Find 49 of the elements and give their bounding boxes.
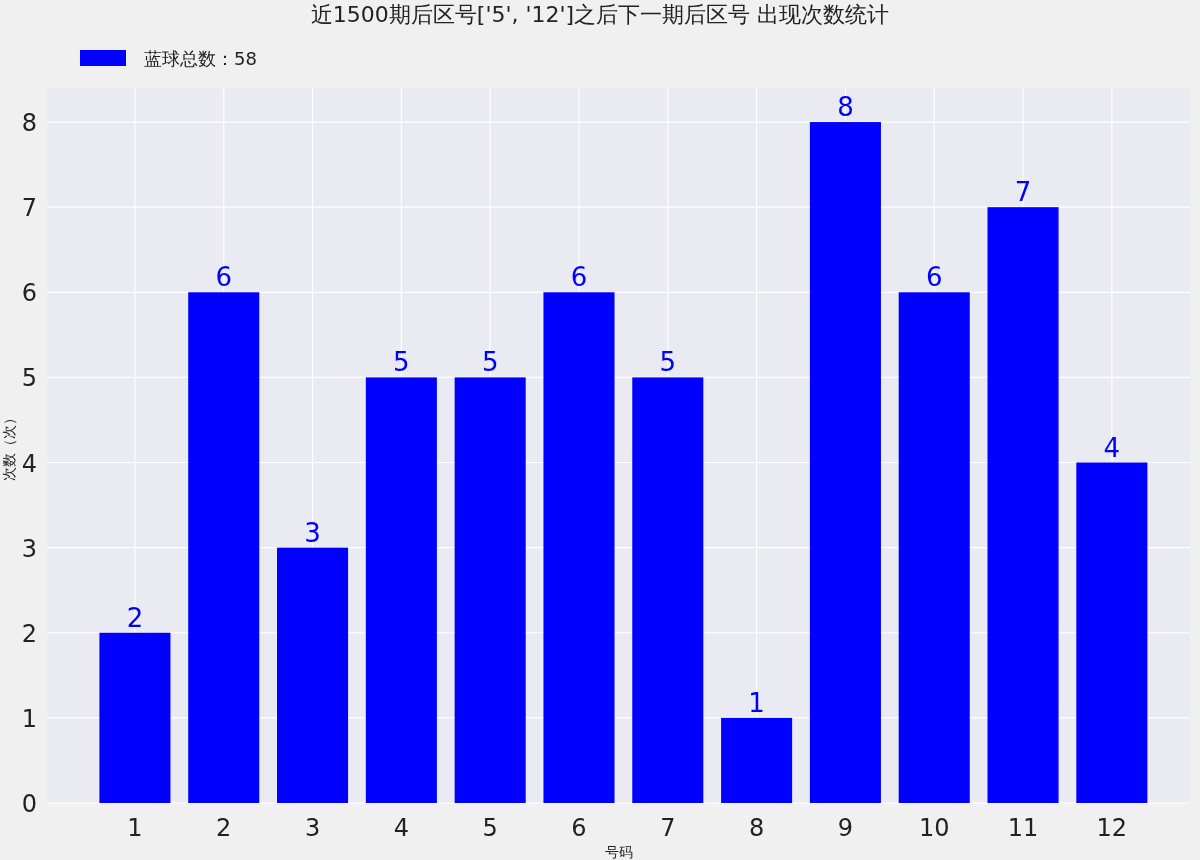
data-label: 6	[215, 262, 233, 293]
data-label: 5	[659, 347, 677, 378]
y-tick-label: 1	[21, 704, 37, 733]
y-tick-label: 6	[21, 279, 37, 308]
y-tick-label: 4	[21, 449, 37, 478]
legend-label: 蓝球总数：58	[144, 48, 257, 69]
bar	[365, 377, 437, 803]
data-label: 3	[304, 517, 321, 548]
data-label: 8	[837, 92, 854, 123]
x-tick-label: 5	[482, 814, 498, 842]
bar	[188, 292, 260, 803]
data-label: 5	[481, 347, 499, 378]
bar	[898, 292, 970, 803]
bar	[543, 292, 615, 803]
y-axis-title: 次数（次）	[1, 410, 17, 481]
data-label: 1	[748, 687, 765, 718]
x-tick-label: 6	[571, 814, 587, 842]
x-tick-label: 11	[1007, 814, 1039, 842]
y-tick-label: 7	[21, 194, 37, 223]
x-tick-label: 4	[393, 814, 409, 842]
x-tick-label: 9	[837, 814, 854, 842]
data-label: 7	[1014, 177, 1032, 208]
y-tick-label: 5	[21, 364, 37, 393]
bar	[987, 207, 1059, 803]
data-label: 2	[126, 602, 144, 633]
x-tick-label: 3	[304, 814, 321, 842]
y-tick-label: 3	[21, 534, 37, 563]
x-tick-label: 7	[660, 814, 676, 842]
bar	[809, 122, 881, 803]
chart-title: 近1500期后区号['5', '12']之后下一期后区号 出现次数统计	[310, 2, 890, 27]
x-tick-label: 10	[918, 814, 950, 842]
x-tick-label: 12	[1096, 814, 1128, 842]
y-tick-label: 2	[21, 619, 37, 648]
data-label: 4	[1103, 432, 1121, 463]
x-tick-label: 1	[127, 814, 143, 842]
bar	[99, 632, 171, 803]
bar	[454, 377, 526, 803]
data-label: 5	[393, 347, 410, 378]
x-tick-label: 2	[216, 814, 232, 842]
bar	[721, 717, 793, 803]
bar	[1076, 462, 1148, 803]
y-tick-label: 0	[21, 790, 37, 818]
bar	[632, 377, 704, 803]
x-tick-label: 8	[748, 814, 765, 842]
bar	[277, 547, 349, 803]
x-axis-title: 号码	[604, 844, 633, 860]
data-label: 6	[925, 262, 943, 293]
y-tick-label: 8	[21, 109, 37, 138]
data-label: 6	[570, 262, 588, 293]
